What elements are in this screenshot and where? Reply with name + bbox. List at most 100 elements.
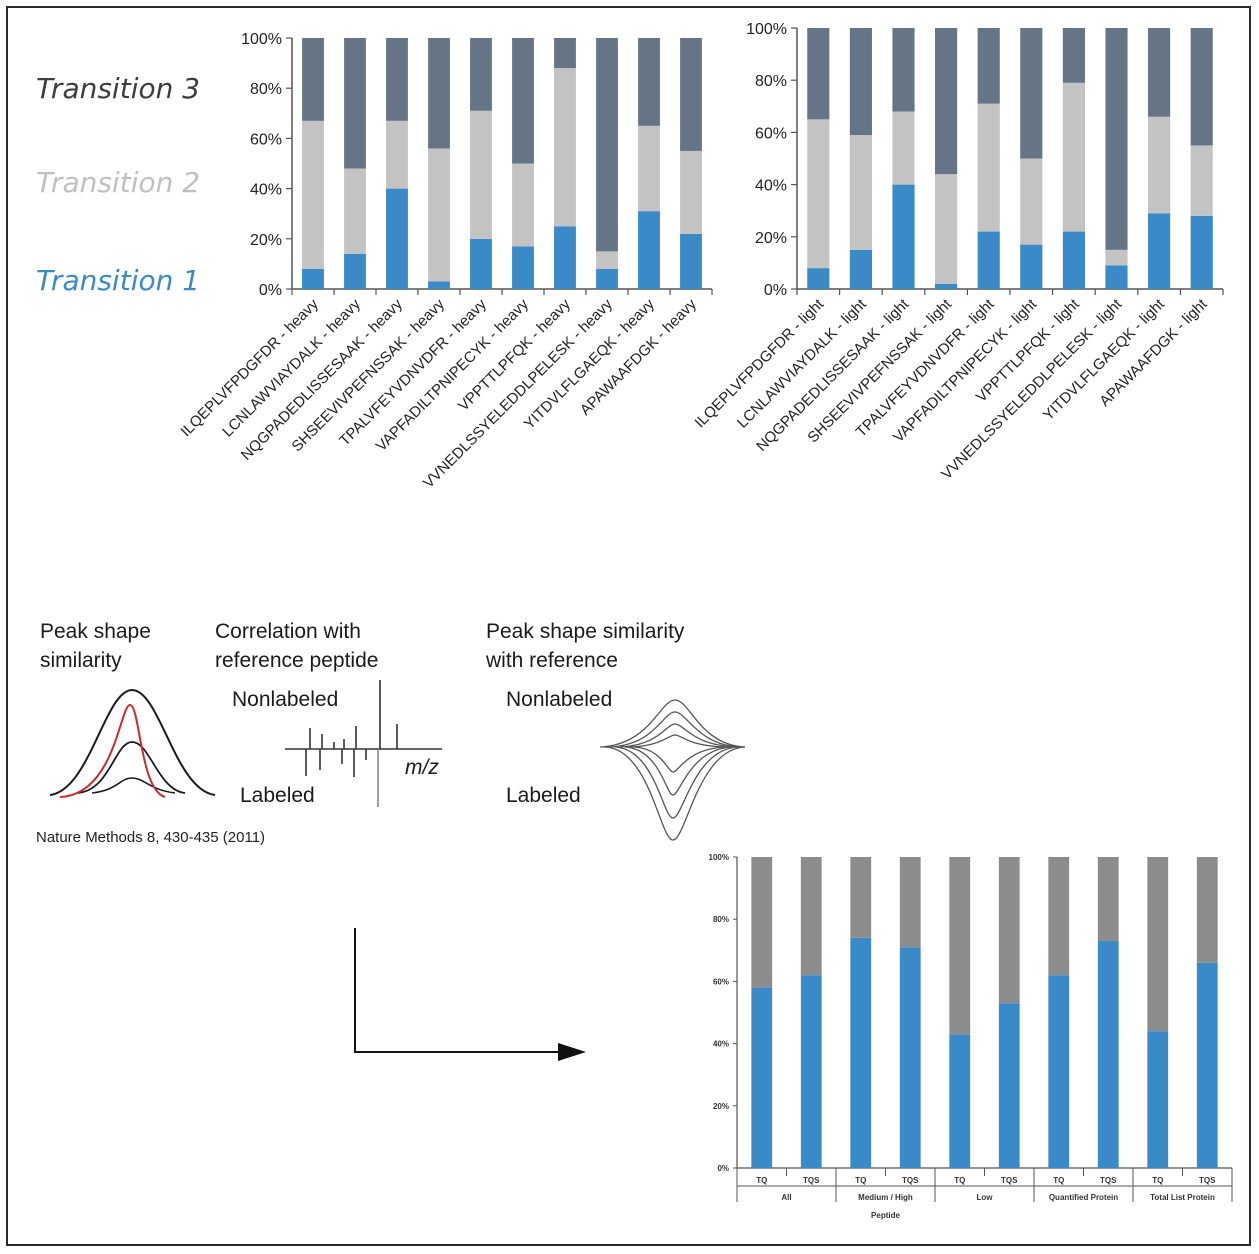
bar-segment-1: [1105, 265, 1128, 289]
bar-segment-3: [470, 38, 492, 111]
category-label: TQS: [1001, 1176, 1018, 1185]
mirrored-peak: [614, 746, 739, 819]
peak-middle-curve: [77, 741, 186, 794]
y-tick-label: 100%: [746, 21, 787, 38]
bar-segment-3: [849, 28, 872, 136]
group-label: Total List Protein: [1150, 1193, 1215, 1202]
mirrored-peak: [629, 734, 726, 748]
y-tick-label: 20%: [713, 1102, 729, 1111]
bar-segment-3: [1105, 28, 1128, 250]
group-label: Quantified Protein: [1049, 1193, 1118, 1202]
peak-shape-diagram: Peak shape similarity: [40, 620, 216, 798]
bar-segment-2: [428, 148, 450, 282]
bar-segment-2: [386, 120, 408, 189]
heavy-transitions-chart: 0%20%40%60%80%100%ILQEPLVFPDGFDR - heavy…: [177, 31, 713, 492]
y-tick-label: 60%: [755, 125, 787, 142]
bar-segment-1: [470, 238, 492, 289]
correlation-diagram: Correlation with reference peptide Nonla…: [215, 620, 442, 807]
category-label: TQS: [1199, 1176, 1216, 1185]
bar-segment-3: [935, 28, 958, 175]
mirrored-peak: [609, 711, 741, 748]
bar-segment-2: [1097, 857, 1119, 941]
bar-segment-2: [850, 857, 872, 938]
y-tick-label: 80%: [713, 915, 729, 924]
bar-segment-1: [596, 268, 618, 289]
x-axis-title: Peptide: [871, 1211, 900, 1220]
correlation-labeled-label: Labeled: [240, 784, 315, 807]
bar-segment-1: [302, 268, 324, 289]
bar-segment-1: [1062, 231, 1085, 289]
correlation-title-line2: reference peptide: [215, 649, 378, 672]
light-transitions-chart: 0%20%40%60%80%100%ILQEPLVFPDGFDR - light…: [692, 21, 1224, 483]
y-tick-label: 40%: [713, 1040, 729, 1049]
similarity-title-line2: with reference: [485, 649, 618, 672]
bar-segment-1: [998, 1003, 1020, 1168]
category-label: SHSEEVIVPEFNSSAK - heavy: [288, 295, 448, 455]
bar-segment-3: [596, 38, 618, 252]
bar-segment-3: [680, 38, 702, 151]
bar-segment-2: [1105, 249, 1128, 266]
bar-segment-1: [428, 281, 450, 289]
bar-segment-1: [1147, 1031, 1169, 1168]
bar-segment-1: [1196, 962, 1218, 1168]
bar-segment-2: [1148, 116, 1171, 214]
bar-segment-2: [899, 857, 921, 948]
correlation-title-line1: Correlation with: [215, 620, 361, 643]
similarity-labeled-label: Labeled: [506, 784, 581, 807]
group-label: Medium / High: [858, 1193, 913, 1202]
category-label: TQ: [855, 1176, 866, 1185]
mirrored-peak: [599, 699, 746, 748]
y-tick-label: 0%: [717, 1164, 729, 1173]
y-tick-label: 60%: [250, 131, 282, 148]
spectrum-peaks: [305, 680, 398, 807]
bar-segment-2: [751, 857, 773, 988]
bar-segment-1: [849, 249, 872, 289]
y-tick-label: 80%: [250, 81, 282, 98]
category-label: TQ: [756, 1176, 767, 1185]
bar-segment-2: [892, 111, 915, 185]
bar-segment-2: [1048, 857, 1070, 976]
category-label: TQ: [1152, 1176, 1163, 1185]
bar-segment-1: [680, 233, 702, 289]
bar-segment-2: [302, 120, 324, 269]
y-tick-label: 0%: [259, 282, 282, 299]
mirrored-peak: [624, 746, 733, 796]
category-label: TQ: [1053, 1176, 1064, 1185]
y-tick-label: 0%: [764, 282, 787, 299]
reference-similarity-diagram: Peak shape similarity with reference Non…: [485, 620, 746, 841]
bar-segment-3: [977, 28, 1000, 104]
bar-segment-1: [1097, 940, 1119, 1168]
peak-outer-curve: [49, 688, 216, 796]
peak-red-curve: [59, 703, 166, 798]
bar-segment-1: [1190, 215, 1213, 289]
peak-shape-title-line1: Peak shape: [40, 620, 151, 643]
mirrored-peak: [604, 746, 746, 841]
y-tick-label: 60%: [713, 977, 729, 986]
bar-segment-2: [800, 857, 822, 976]
bar-segment-2: [977, 103, 1000, 232]
bar-segment-1: [344, 253, 366, 289]
peak-inner-curve: [91, 777, 176, 794]
bar-segment-1: [892, 184, 915, 289]
bar-segment-2: [935, 174, 958, 284]
category-label: TQ: [954, 1176, 965, 1185]
bar-segment-1: [977, 231, 1000, 289]
group-label: All: [781, 1193, 791, 1202]
mirrored-peak: [634, 746, 726, 773]
bar-segment-1: [899, 947, 921, 1168]
legend-transition-1: Transition 1: [36, 264, 200, 297]
group-label: Low: [977, 1193, 994, 1202]
bar-segment-2: [1147, 857, 1169, 1032]
arrow-path: [354, 928, 560, 1053]
y-tick-label: 40%: [250, 182, 282, 199]
bar-segment-1: [638, 211, 660, 289]
bar-segment-1: [1048, 975, 1070, 1168]
y-tick-label: 40%: [755, 178, 787, 195]
bar-segment-2: [680, 150, 702, 234]
similarity-nonlabeled-label: Nonlabeled: [506, 688, 612, 711]
bar-segment-2: [1196, 857, 1218, 963]
citation: Nature Methods 8, 430-435 (2011): [36, 829, 265, 846]
y-tick-label: 100%: [709, 853, 729, 862]
mirrored-peak: [619, 723, 736, 748]
